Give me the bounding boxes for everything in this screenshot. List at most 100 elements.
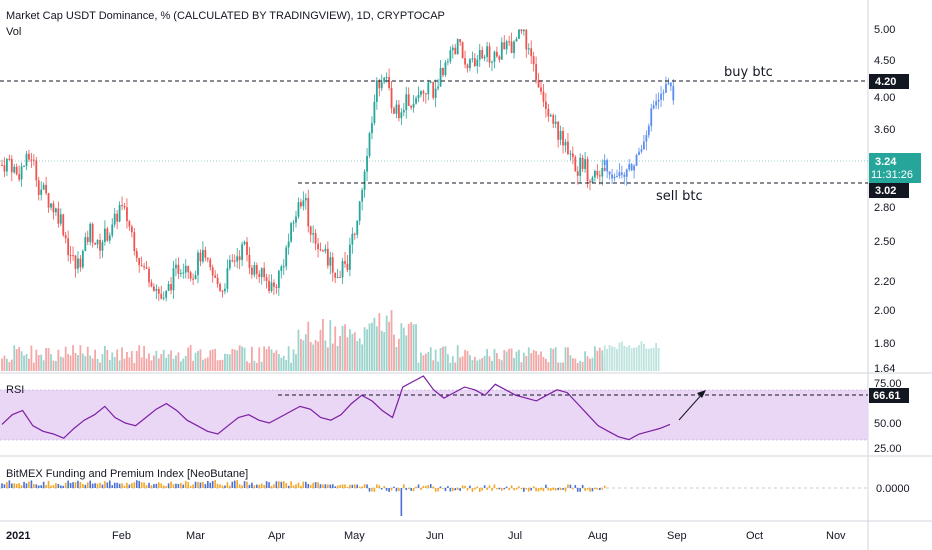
funding-bar: [101, 484, 104, 488]
candle: [116, 213, 119, 222]
candle: [334, 272, 337, 278]
rsi-line: [1, 375, 671, 441]
x-tick-label: Nov: [826, 530, 846, 542]
support-price-tag: [869, 183, 909, 198]
volume-bar: [552, 348, 555, 371]
volume-bar: [187, 347, 190, 371]
candle: [18, 174, 21, 180]
rsi-tick: 75.00: [874, 378, 902, 390]
volume-bar: [395, 347, 398, 371]
volume-bar: [437, 361, 439, 371]
volume-bar: [322, 318, 324, 371]
volume-bar: [525, 355, 528, 371]
candle: [525, 29, 528, 50]
volume-bar: [314, 339, 317, 371]
volume-bar: [424, 353, 427, 371]
candle: [518, 29, 520, 39]
funding-bar: [258, 484, 261, 488]
funding-bar: [373, 488, 376, 492]
candle: [179, 273, 182, 275]
funding-bar: [145, 485, 148, 488]
volume-bar: [253, 360, 256, 371]
funding-bar: [336, 485, 339, 488]
candle: [412, 103, 415, 108]
funding-bar: [126, 482, 128, 488]
volume-bar: [469, 355, 471, 371]
volume-bar: [574, 358, 577, 371]
candle: [165, 290, 168, 298]
funding-bar: [383, 486, 385, 488]
funding-label: BitMEX Funding and Premium Index [NeoBut…: [6, 468, 248, 480]
funding-bar: [55, 483, 57, 488]
volume-bar: [91, 358, 94, 371]
funding-bar: [456, 488, 459, 490]
volume-bar: [179, 361, 182, 371]
funding-bar: [432, 486, 434, 488]
candle: [282, 266, 285, 268]
candle: [432, 82, 435, 98]
funding-bar: [346, 486, 349, 488]
funding-bar: [3, 484, 6, 488]
projection-candle: [645, 135, 648, 142]
candle: [594, 170, 596, 178]
candle: [182, 272, 185, 274]
volume-bar: [214, 348, 217, 371]
candle: [314, 233, 317, 244]
buy-annotation: buy btc: [724, 65, 773, 80]
main-pane[interactable]: [0, 0, 868, 372]
price-axis[interactable]: 5.00 4.50 4.00 3.60 2.80 2.50 2.20 2.00 …: [874, 24, 895, 375]
candle: [255, 265, 258, 274]
volume-bar: [530, 353, 533, 371]
candle: [108, 235, 111, 241]
candle: [500, 42, 503, 60]
funding-bar: [535, 488, 537, 492]
volume-bar: [326, 347, 329, 371]
funding-pane[interactable]: [0, 458, 868, 520]
funding-bar: [574, 485, 577, 488]
funding-bar: [67, 480, 69, 488]
volume-bar: [601, 350, 604, 371]
projection-candle: [608, 171, 611, 175]
candle: [329, 257, 332, 266]
projection-candle: [643, 141, 645, 150]
funding-bar: [591, 488, 594, 492]
volume-bar: [165, 357, 168, 371]
volume-bar: [194, 352, 197, 371]
volume-bar: [515, 351, 518, 371]
funding-bar: [429, 484, 432, 488]
volume-bar: [104, 345, 106, 371]
candle: [251, 267, 253, 275]
candle: [427, 82, 430, 95]
funding-bar: [395, 488, 398, 492]
funding-bar: [550, 488, 552, 491]
volume-bar: [143, 345, 145, 371]
funding-bar: [302, 481, 305, 488]
volume-bar: [138, 345, 141, 371]
candle: [393, 108, 395, 114]
funding-bar: [324, 484, 327, 488]
volume-bar: [238, 345, 241, 371]
candle: [8, 158, 11, 160]
candle: [238, 256, 241, 260]
volume-bar: [228, 354, 231, 371]
volume-bar: [170, 350, 172, 371]
funding-bar: [388, 488, 390, 492]
volume-bar: [422, 355, 425, 371]
candle: [231, 260, 234, 262]
funding-bar: [437, 488, 439, 492]
volume-bar: [251, 346, 253, 371]
time-axis[interactable]: 2021 Feb Mar Apr May Jun Jul Aug Sep Oct…: [6, 530, 846, 542]
funding-bar: [344, 484, 346, 488]
candle: [380, 82, 383, 89]
candle: [219, 284, 221, 291]
volume-bar: [471, 360, 474, 371]
candle: [351, 233, 354, 245]
candle: [130, 226, 133, 233]
rsi-arrow: [678, 392, 704, 421]
candle: [202, 249, 204, 262]
candle: [346, 263, 349, 270]
volume-bars: [1, 310, 660, 371]
candle: [424, 93, 427, 95]
candle: [388, 77, 390, 88]
